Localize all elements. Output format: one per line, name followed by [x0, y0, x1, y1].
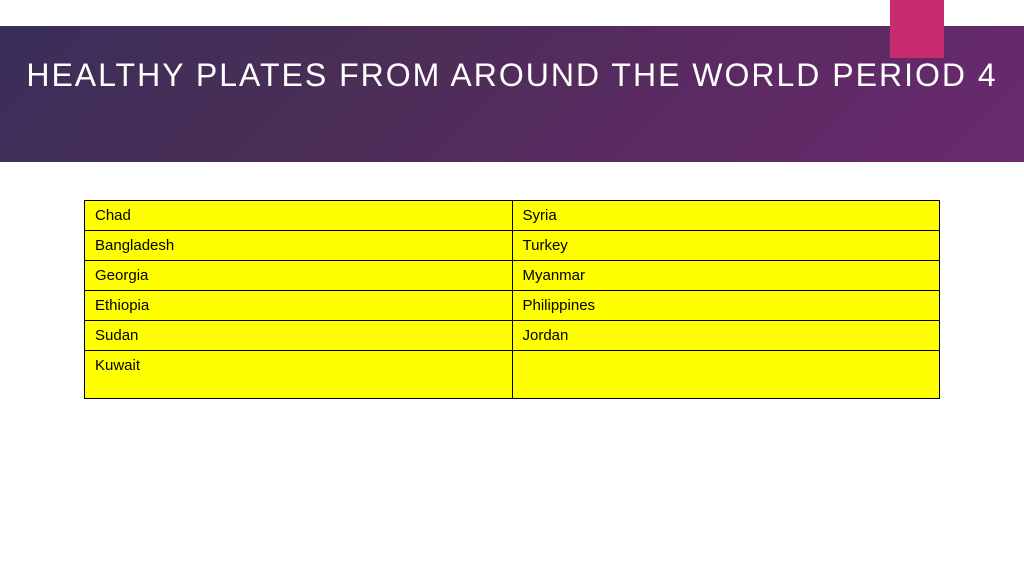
table-row: Chad Syria: [85, 201, 940, 231]
table-row: Ethiopia Philippines: [85, 291, 940, 321]
table-cell: Myanmar: [512, 261, 940, 291]
table-cell: Georgia: [85, 261, 513, 291]
table-cell: Turkey: [512, 231, 940, 261]
table-cell: Philippines: [512, 291, 940, 321]
table-cell: Kuwait: [85, 351, 513, 399]
table-cell: [512, 351, 940, 399]
table-row: Kuwait: [85, 351, 940, 399]
accent-tab: [890, 0, 944, 58]
table-cell: Bangladesh: [85, 231, 513, 261]
table-cell: Ethiopia: [85, 291, 513, 321]
table-row: Bangladesh Turkey: [85, 231, 940, 261]
table-cell: Chad: [85, 201, 513, 231]
table-row: Georgia Myanmar: [85, 261, 940, 291]
table-cell: Syria: [512, 201, 940, 231]
table-row: Sudan Jordan: [85, 321, 940, 351]
country-table: Chad Syria Bangladesh Turkey Georgia Mya…: [84, 200, 940, 399]
table-cell: Jordan: [512, 321, 940, 351]
slide-title: HEALTHY PLATES FROM AROUND THE WORLD PER…: [0, 54, 1024, 97]
table-cell: Sudan: [85, 321, 513, 351]
